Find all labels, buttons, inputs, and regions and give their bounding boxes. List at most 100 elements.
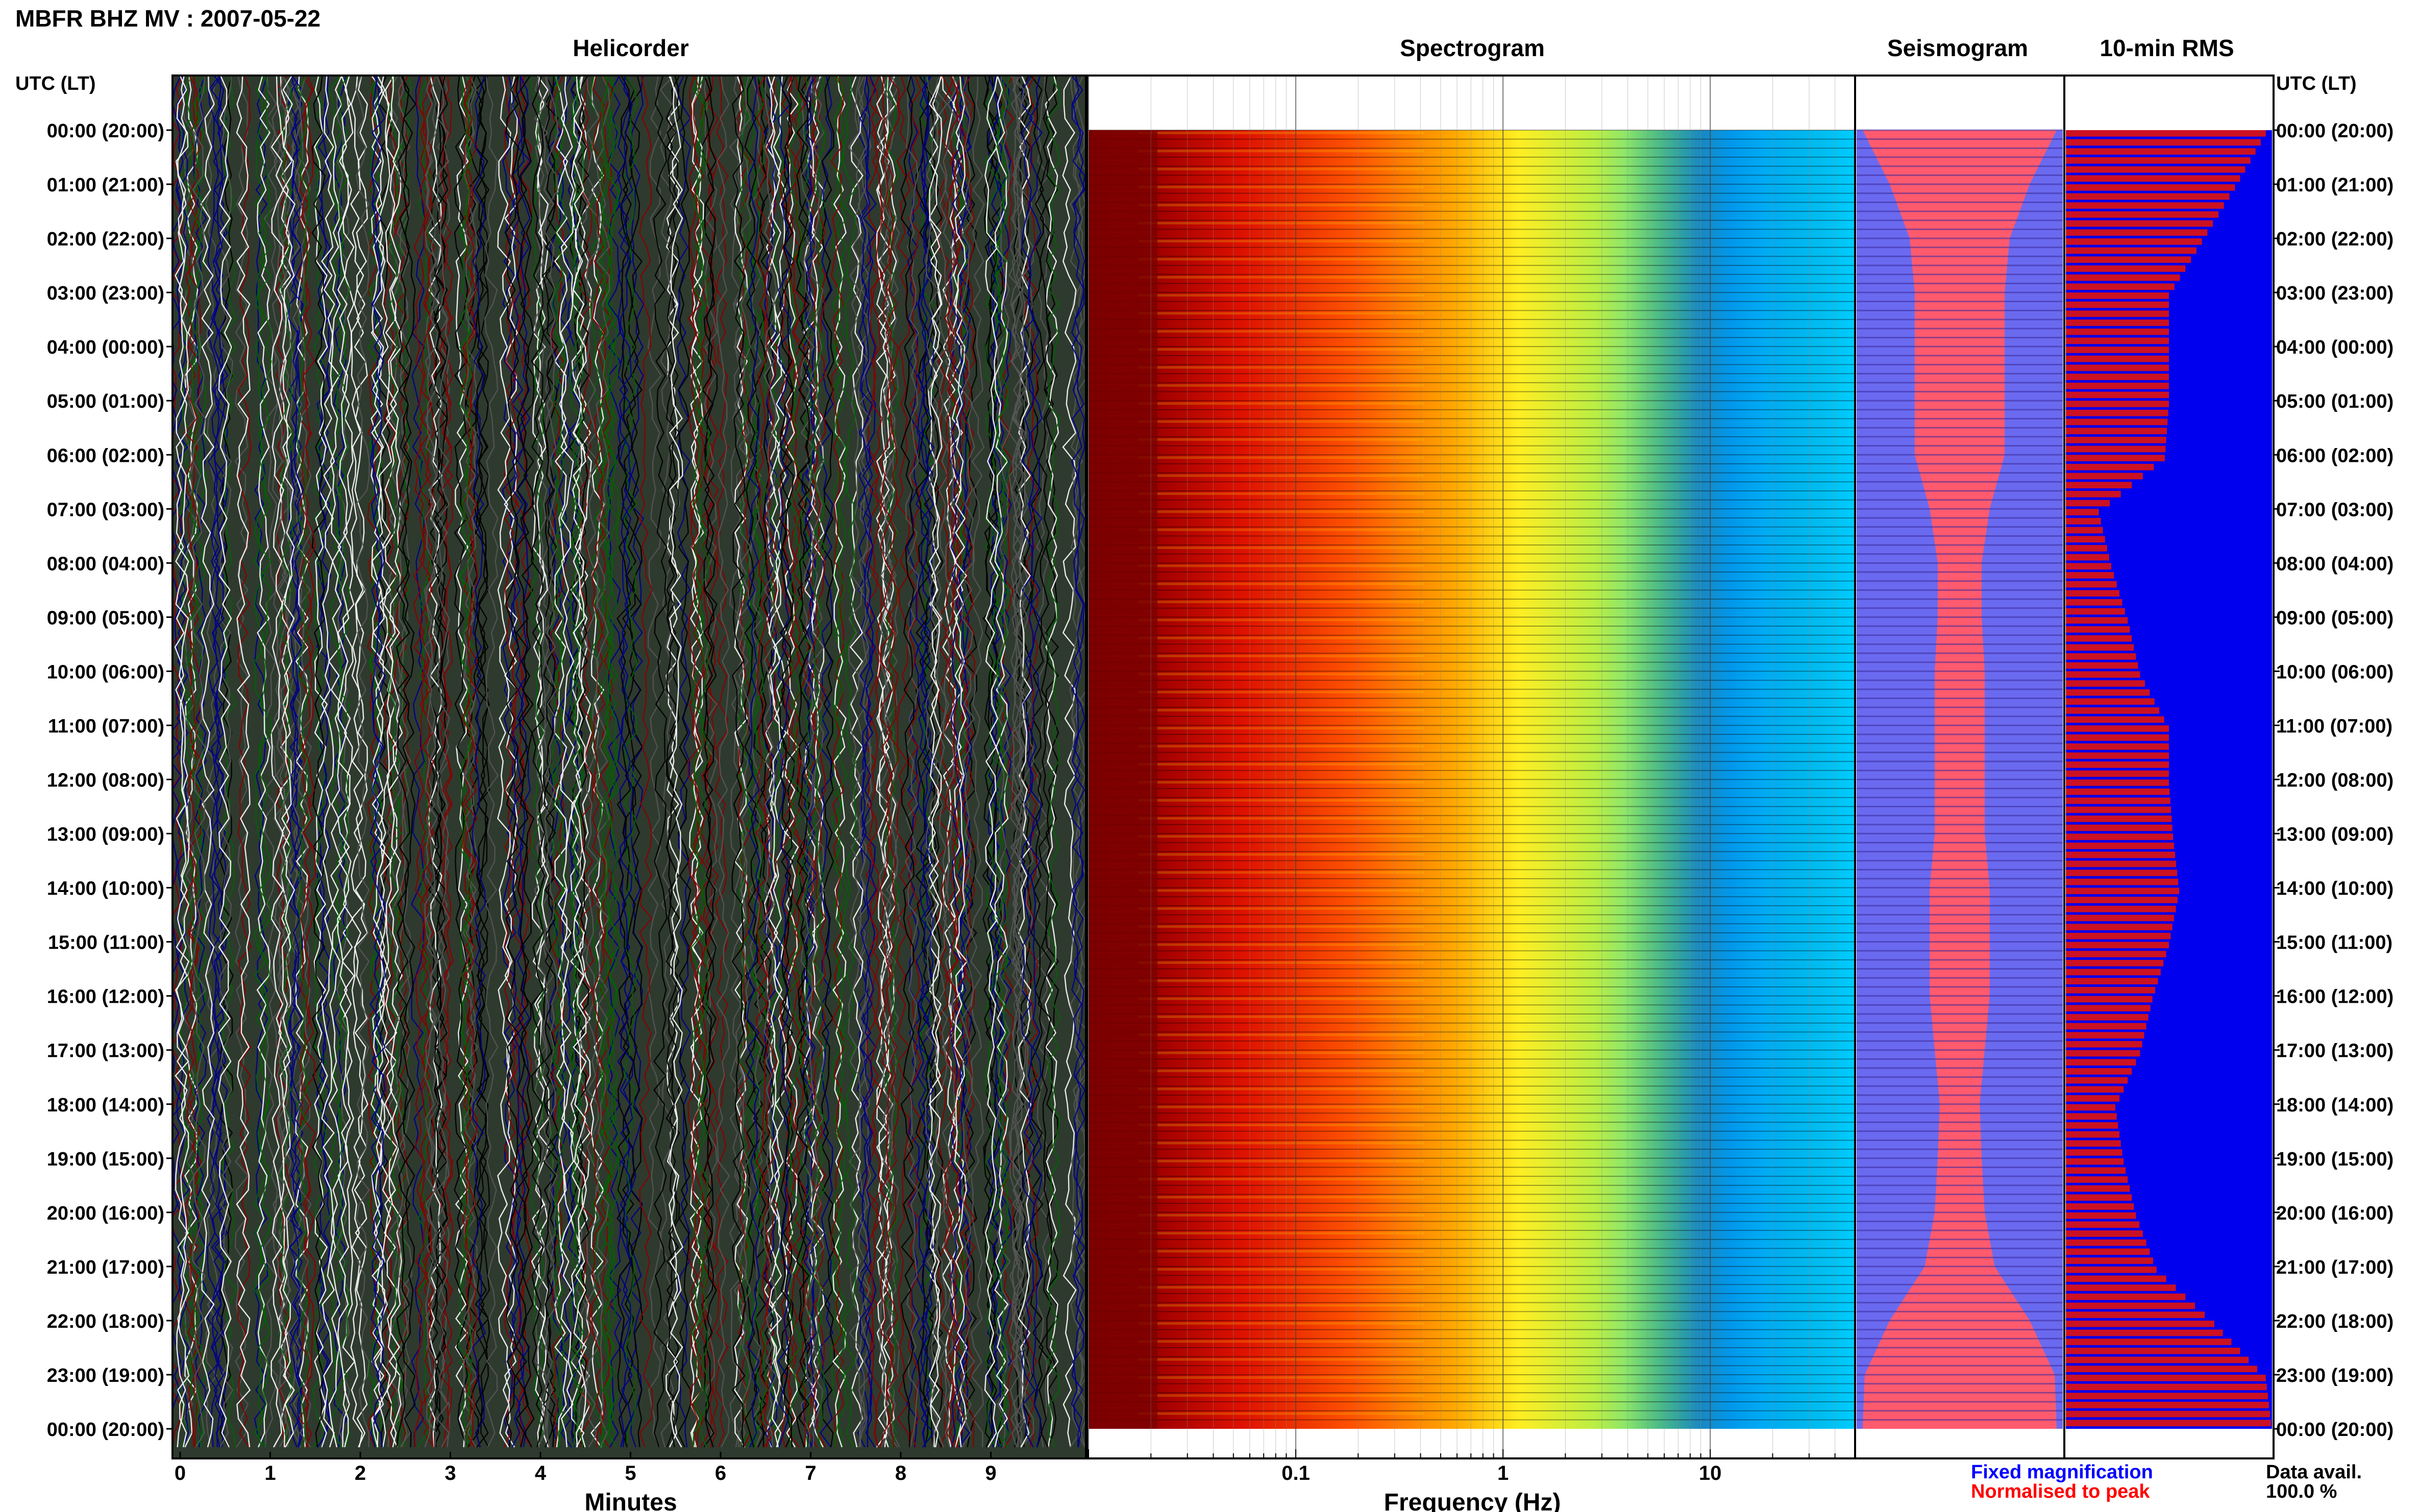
helicorder-trace xyxy=(172,76,184,1447)
spectrogram-row-highlight xyxy=(1138,636,1424,639)
rms-bar xyxy=(2066,1221,2140,1228)
rms-bar xyxy=(2066,725,2169,732)
helicorder-trace xyxy=(184,76,199,1448)
rms-bar xyxy=(2066,1167,2126,1174)
x-tick-label: 1 xyxy=(1497,1462,1509,1484)
helicorder-trace xyxy=(279,76,293,1448)
spectrogram-row-highlight xyxy=(1138,1087,1424,1090)
rms-bar xyxy=(2066,941,2169,949)
helicorder-trace xyxy=(619,76,634,1448)
helicorder-trace xyxy=(830,76,845,1448)
helicorder-trace xyxy=(1010,76,1025,1448)
rms-bar xyxy=(2066,1059,2136,1066)
helicorder-trace xyxy=(859,76,874,1448)
helicorder-trace xyxy=(535,76,550,1448)
spectrogram-row-highlight xyxy=(1138,438,1424,441)
helicorder-trace xyxy=(579,76,594,1448)
time-label-left: 09:00 (05:00) xyxy=(47,607,164,629)
helicorder-trace xyxy=(337,76,352,1448)
helicorder-trace xyxy=(994,76,1009,1448)
rms-bar xyxy=(2066,1023,2146,1030)
helicorder-trace xyxy=(928,76,943,1448)
rms-bar xyxy=(2066,211,2218,218)
helicorder-trace xyxy=(653,76,668,1448)
helicorder-trace xyxy=(179,76,193,1448)
spectrogram-row-highlight xyxy=(1138,1196,1424,1199)
helicorder-trace xyxy=(530,76,545,1448)
rms-bar xyxy=(2066,969,2161,976)
seismogram-stripes xyxy=(1857,129,2063,1421)
helicorder-trace xyxy=(936,76,951,1448)
helicorder-trace xyxy=(328,76,343,1448)
rms-bar xyxy=(2066,734,2169,741)
rms-bar xyxy=(2066,617,2128,624)
rms-bar xyxy=(2066,328,2169,335)
helicorder-x-axis: 0 1 2 3 4 5 6 7 8 9 xyxy=(175,1452,997,1484)
helicorder-trace xyxy=(175,76,190,1448)
helicorder-trace xyxy=(954,76,969,1448)
time-label-left: 04:00 (00:00) xyxy=(47,337,164,358)
helicorder-trace xyxy=(516,76,531,1448)
spectrogram-row-highlight xyxy=(1138,618,1424,622)
helicorder-trace xyxy=(647,76,662,1448)
spectrogram-row-highlight xyxy=(1138,1015,1424,1019)
helicorder-trace xyxy=(1069,76,1083,1448)
rms-bar xyxy=(2066,1005,2151,1012)
rms-bar xyxy=(2066,202,2224,209)
rms-bar xyxy=(2066,482,2132,488)
rms-bar xyxy=(2066,770,2169,777)
helicorder-trace xyxy=(591,76,606,1448)
helicorder-trace xyxy=(464,76,479,1448)
spectrogram-row-highlight xyxy=(1138,167,1424,170)
rms-bar xyxy=(2066,897,2178,903)
helicorder-trace xyxy=(472,76,486,1448)
legend-normalised: Normalised to peak xyxy=(1971,1481,2150,1502)
rms-bars xyxy=(2066,130,2271,1427)
spectrogram-row-highlight xyxy=(1138,799,1424,802)
helicorder-trace xyxy=(213,76,229,1448)
helicorder-trace xyxy=(1021,76,1036,1448)
rms-bar xyxy=(2066,1401,2269,1408)
helicorder-trace xyxy=(206,76,221,1448)
helicorder-trace xyxy=(983,76,998,1448)
rms-bar xyxy=(2066,175,2240,182)
rms-bar xyxy=(2066,1176,2128,1183)
time-label-left: 15:00 (11:00) xyxy=(48,932,164,954)
helicorder-trace xyxy=(690,76,705,1448)
helicorder-trace xyxy=(677,76,692,1448)
rms-bar xyxy=(2066,1158,2124,1165)
rms-bar xyxy=(2066,806,2171,813)
rms-bar xyxy=(2066,572,2114,579)
rms-bar xyxy=(2066,1347,2240,1354)
spectrogram-row-highlight xyxy=(1138,1412,1424,1415)
helicorder-traces xyxy=(172,76,1086,1448)
rms-bar xyxy=(2066,1257,2153,1264)
rms-bar xyxy=(2066,1050,2140,1057)
helicorder-trace xyxy=(906,76,921,1448)
spectrogram-row-highlight xyxy=(1138,276,1424,279)
time-label-right: 06:00 (02:00) xyxy=(2276,445,2393,466)
helicorder-trace xyxy=(900,76,915,1448)
helicorder-trace xyxy=(784,76,799,1448)
rms-bar xyxy=(2066,924,2173,930)
rms-bar xyxy=(2066,833,2174,840)
spectrogram-row-highlight xyxy=(1138,384,1424,387)
spectrogram-row-highlight xyxy=(1138,1340,1424,1343)
helicorder-trace xyxy=(554,76,569,1448)
rms-panel xyxy=(2063,75,2275,1459)
helicorder-trace xyxy=(596,76,610,1448)
rms-bar xyxy=(2066,527,2103,534)
spectrogram-xlabel: Frequency (Hz) xyxy=(1384,1489,1561,1512)
time-label-right: 21:00 (17:00) xyxy=(2276,1257,2393,1278)
helicorder-trace xyxy=(530,76,545,1448)
helicorder-trace xyxy=(355,76,370,1448)
helicorder-trace xyxy=(623,76,638,1448)
rms-bar xyxy=(2066,563,2111,570)
rms-bar xyxy=(2066,184,2235,191)
rms-bar xyxy=(2066,698,2155,705)
seismogram-panel xyxy=(1854,75,2065,1459)
helicorder-trace xyxy=(520,76,535,1448)
x-tick-label: 3 xyxy=(445,1462,456,1484)
time-label-right: 00:00 (20:00) xyxy=(2276,120,2393,142)
rms-bar xyxy=(2066,1194,2132,1201)
